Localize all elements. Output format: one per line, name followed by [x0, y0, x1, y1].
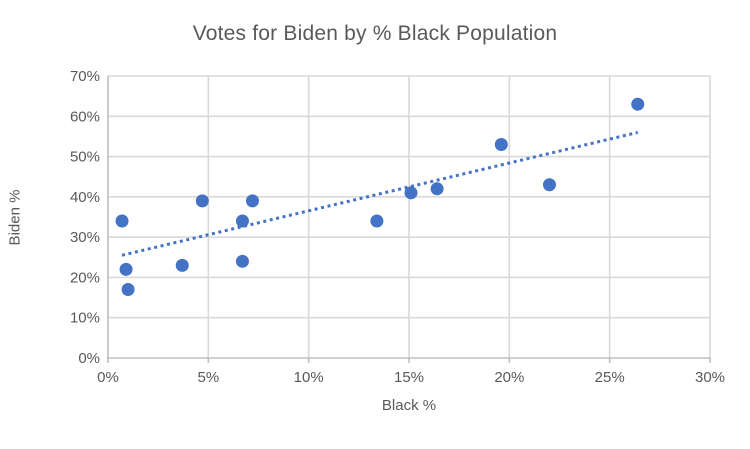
data-point	[115, 214, 129, 228]
data-point	[121, 283, 135, 297]
data-point	[404, 186, 418, 200]
x-tick-label: 10%	[294, 369, 324, 386]
data-point	[542, 178, 556, 192]
data-point	[235, 214, 249, 228]
x-tick-label: 5%	[197, 369, 219, 386]
data-point	[175, 258, 189, 272]
x-tick-label: 30%	[695, 369, 725, 386]
data-point	[631, 97, 645, 111]
x-tick-label: 20%	[494, 369, 524, 386]
y-tick-label: 20%	[70, 269, 100, 286]
chart-title: Votes for Biden by % Black Population	[192, 22, 558, 45]
x-tick-label: 0%	[97, 369, 119, 386]
data-point	[119, 262, 133, 276]
data-point	[430, 182, 444, 196]
y-tick-label: 40%	[70, 189, 100, 206]
data-point	[494, 137, 508, 151]
trendline	[121, 130, 639, 257]
x-tick-label: 25%	[595, 369, 625, 386]
data-point	[195, 194, 209, 208]
y-tick-label: 70%	[70, 68, 100, 85]
data-point	[235, 254, 249, 268]
y-tick-label: 0%	[78, 350, 100, 367]
y-tick-label: 60%	[70, 108, 100, 125]
y-tick-label: 50%	[70, 149, 100, 166]
data-point	[245, 194, 259, 208]
x-tick-label: 15%	[394, 369, 424, 386]
y-tick-label: 10%	[70, 310, 100, 327]
data-point	[370, 214, 384, 228]
y-tick-label: 30%	[70, 229, 100, 246]
x-axis-title: Black %	[381, 397, 437, 414]
